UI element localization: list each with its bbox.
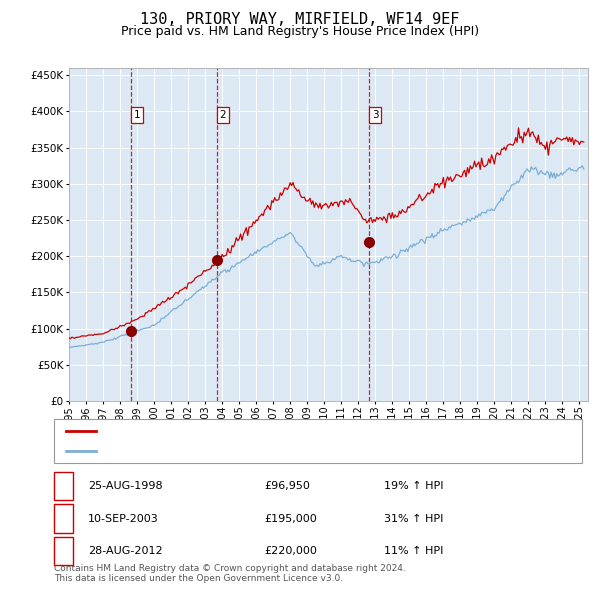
Text: 10-SEP-2003: 10-SEP-2003 — [88, 514, 159, 523]
Text: 11% ↑ HPI: 11% ↑ HPI — [384, 546, 443, 556]
Text: 2: 2 — [220, 110, 226, 120]
Text: Price paid vs. HM Land Registry's House Price Index (HPI): Price paid vs. HM Land Registry's House … — [121, 25, 479, 38]
Text: 130, PRIORY WAY, MIRFIELD, WF14 9EF (detached house): 130, PRIORY WAY, MIRFIELD, WF14 9EF (det… — [102, 427, 415, 436]
Text: 1: 1 — [60, 480, 67, 493]
Text: HPI: Average price, detached house, Kirklees: HPI: Average price, detached house, Kirk… — [102, 446, 347, 455]
Text: 2: 2 — [60, 512, 67, 525]
Text: 19% ↑ HPI: 19% ↑ HPI — [384, 481, 443, 491]
Text: 130, PRIORY WAY, MIRFIELD, WF14 9EF: 130, PRIORY WAY, MIRFIELD, WF14 9EF — [140, 12, 460, 27]
Text: 3: 3 — [60, 545, 67, 558]
Text: 3: 3 — [372, 110, 379, 120]
Text: 25-AUG-1998: 25-AUG-1998 — [88, 481, 163, 491]
Text: £195,000: £195,000 — [264, 514, 317, 523]
Text: 1: 1 — [134, 110, 140, 120]
Text: 28-AUG-2012: 28-AUG-2012 — [88, 546, 163, 556]
Text: £220,000: £220,000 — [264, 546, 317, 556]
Text: £96,950: £96,950 — [264, 481, 310, 491]
Text: Contains HM Land Registry data © Crown copyright and database right 2024.
This d: Contains HM Land Registry data © Crown c… — [54, 563, 406, 583]
Text: 31% ↑ HPI: 31% ↑ HPI — [384, 514, 443, 523]
